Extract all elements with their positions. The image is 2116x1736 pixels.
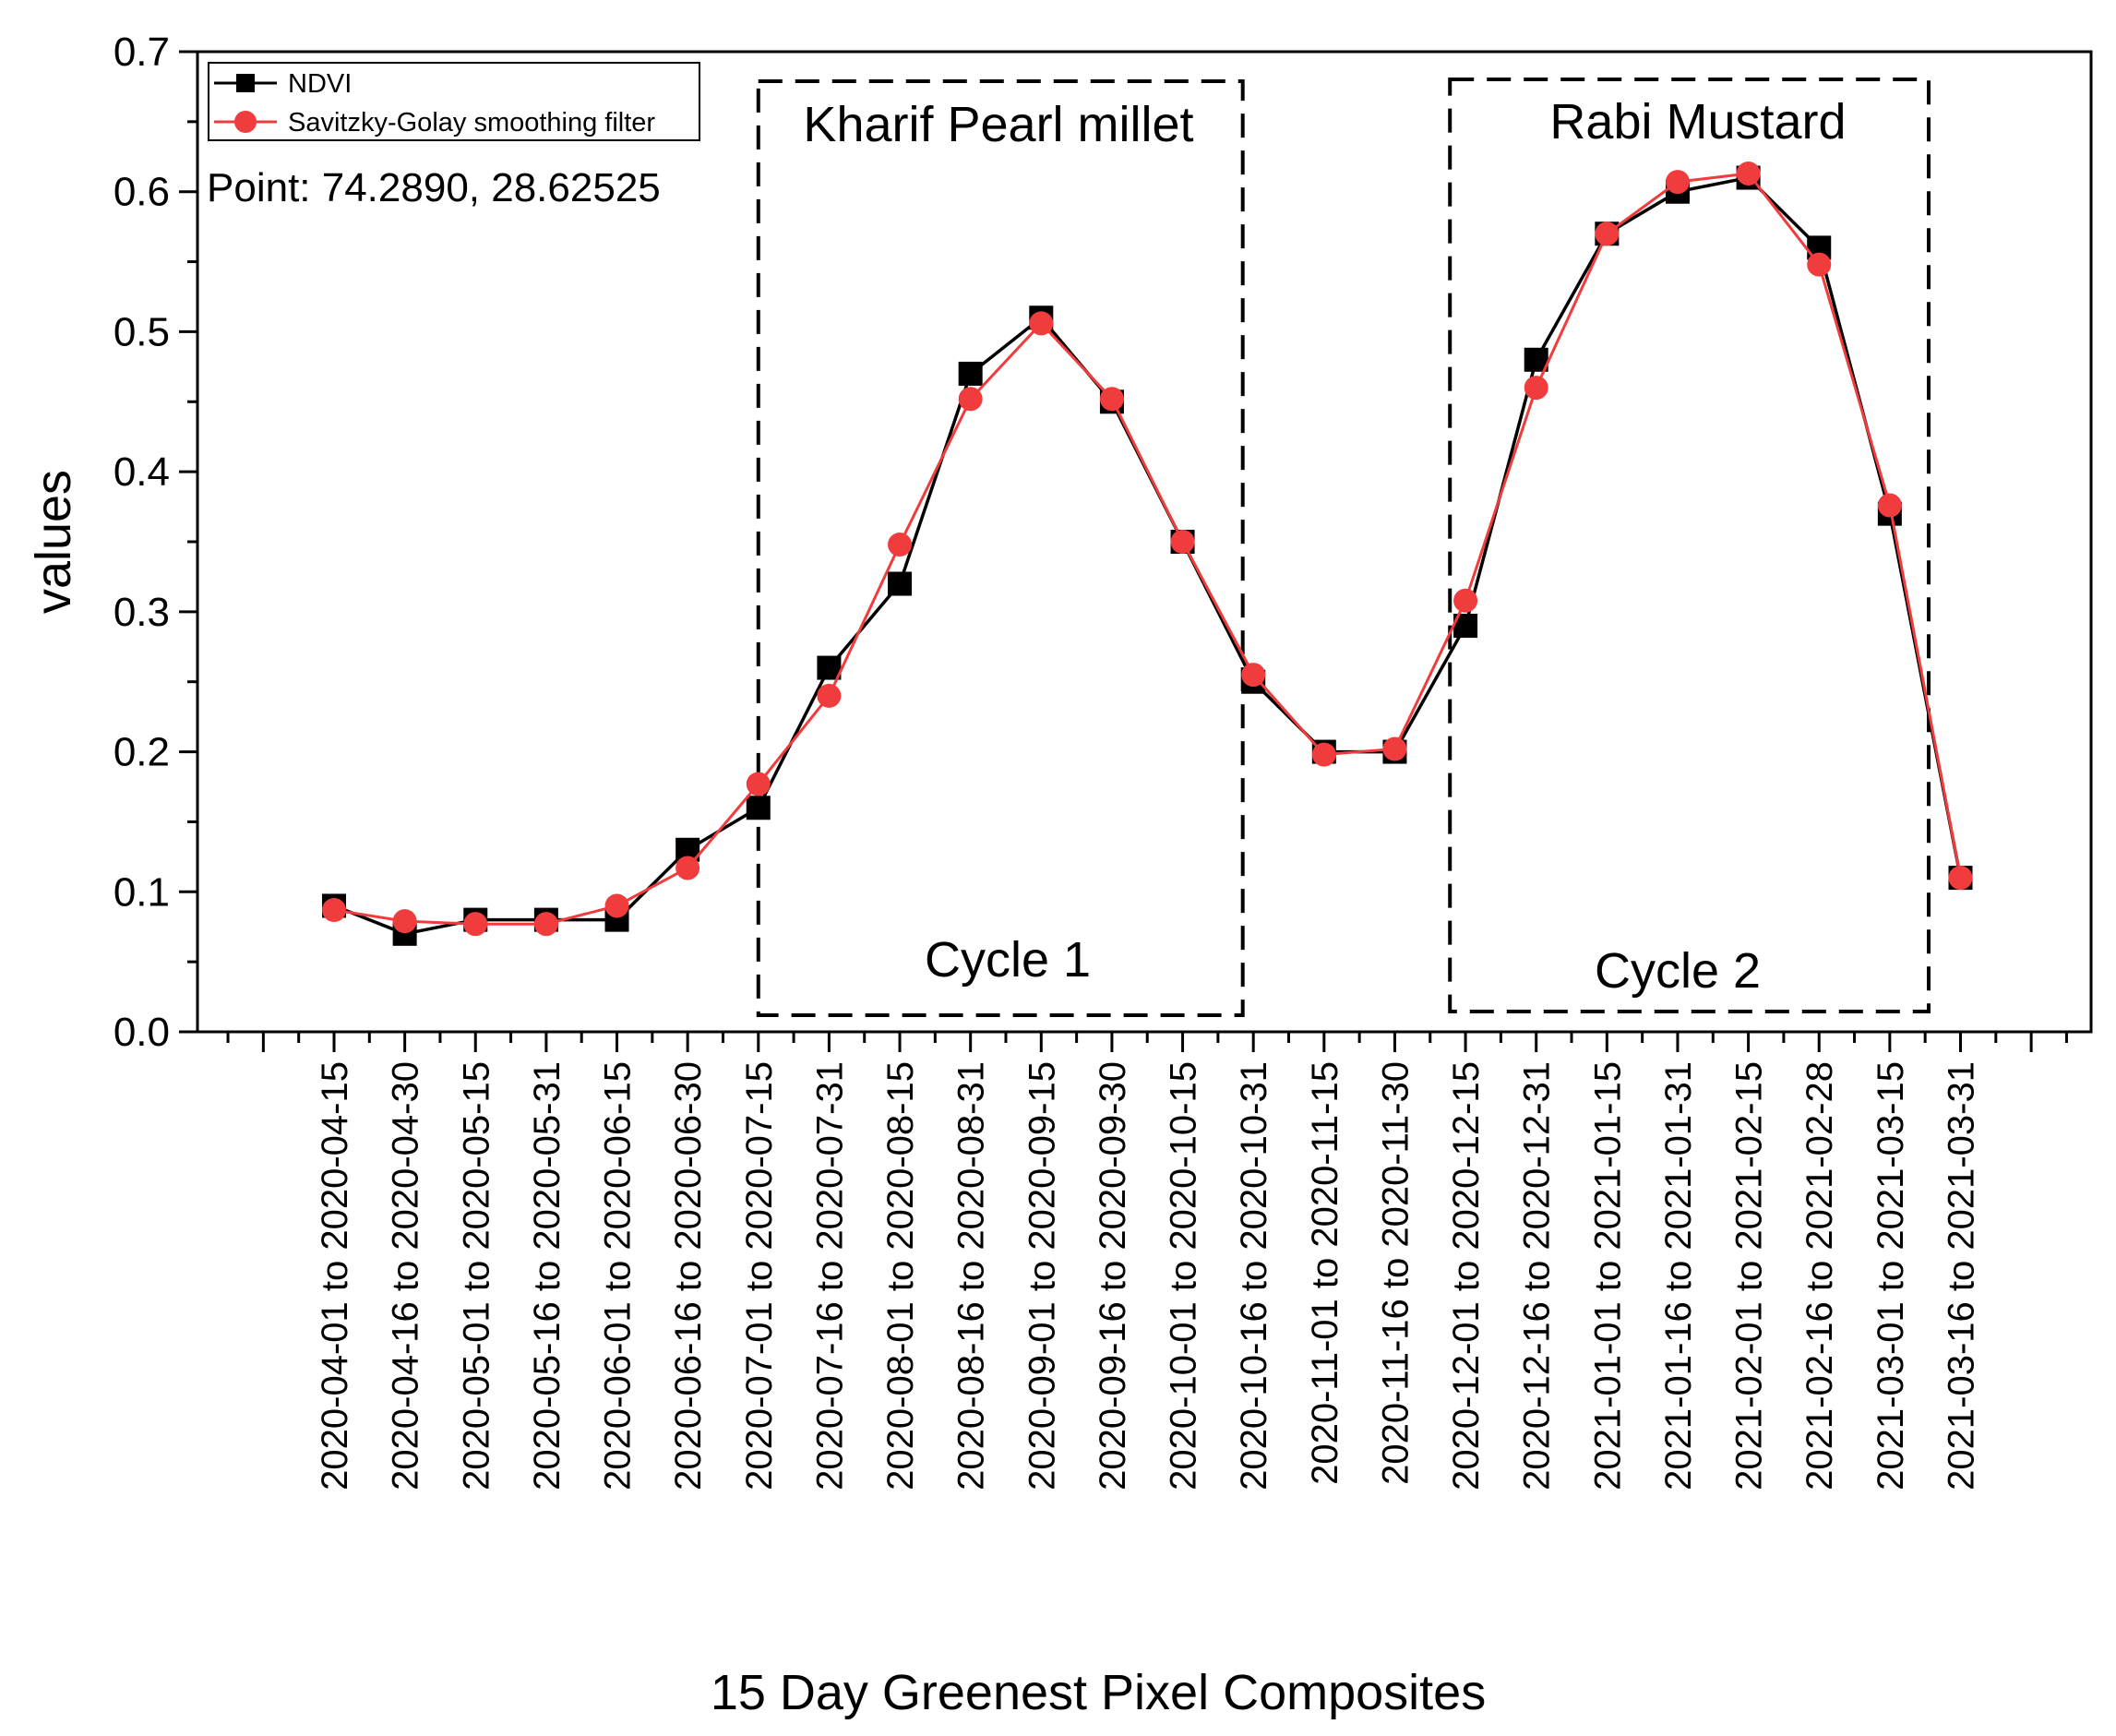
legend-sg-label: Savitzky-Golay smoothing filter — [288, 108, 655, 138]
x-tick-label: 2020-09-16 to 2020-09-30 — [1093, 1061, 1133, 1491]
sg-point — [1453, 588, 1478, 613]
series-layer — [322, 161, 1973, 946]
x-tick-label: 2020-12-16 to 2020-12-31 — [1517, 1061, 1558, 1491]
sg-point — [1877, 493, 1902, 518]
legend-sg-marker — [234, 111, 257, 133]
x-tick-label: 2021-02-16 to 2021-02-28 — [1799, 1061, 1840, 1491]
x-tick-label: 2020-05-01 to 2020-05-15 — [456, 1061, 496, 1491]
y-axis-title: values — [26, 470, 81, 614]
point-coordinates-label: Point: 74.2890, 28.62525 — [207, 165, 661, 210]
x-tick-label: 2021-03-01 to 2021-03-15 — [1871, 1061, 1911, 1491]
plot-frame — [196, 50, 2093, 1034]
sg-series-line — [333, 172, 1962, 926]
sg-point — [463, 912, 488, 937]
box1-bottom-label: Cycle 1 — [925, 932, 1091, 988]
sg-point — [1382, 736, 1407, 761]
x-tick-label: 2020-08-01 to 2020-08-15 — [880, 1061, 921, 1491]
x-tick-label: 2020-06-01 to 2020-06-15 — [598, 1061, 639, 1491]
sg-point — [1665, 170, 1690, 195]
x-tick-label: 2021-01-01 to 2021-01-15 — [1587, 1061, 1628, 1491]
y-tick-labels: 0.0 0.1 0.2 0.3 0.4 0.5 0.6 0.7 — [114, 30, 170, 1055]
y-tick-label: 0.3 — [114, 590, 170, 635]
x-tick-label: 2020-11-16 to 2020-11-30 — [1375, 1061, 1416, 1485]
sg-point — [1311, 742, 1336, 767]
sg-point — [1170, 530, 1195, 554]
y-tick-label: 0.5 — [114, 309, 170, 354]
crop-cycle-boxes — [756, 78, 1931, 1017]
sg-point — [746, 772, 771, 796]
x-tick-label: 2020-04-01 to 2020-04-15 — [315, 1061, 355, 1491]
sg-point — [1029, 311, 1054, 336]
legend: NDVI Savitzky-Golay smoothing filter — [208, 62, 700, 141]
x-tick-label: 2020-10-01 to 2020-10-15 — [1164, 1061, 1204, 1491]
sg-point — [392, 909, 417, 934]
ndvi-point — [888, 571, 913, 596]
sg-point — [958, 387, 983, 412]
y-tick-label: 0.6 — [114, 170, 170, 215]
legend-frame — [208, 62, 700, 141]
cycle-box-1 — [756, 79, 1245, 1017]
ndvi-series-line — [333, 175, 1963, 936]
sg-point — [604, 893, 629, 918]
x-tick-labels: 2020-04-01 to 2020-04-15 2020-04-16 to 20… — [315, 1061, 1981, 1491]
x-tick-label: 2020-07-16 to 2020-07-31 — [809, 1061, 850, 1491]
y-tick-label: 0.0 — [114, 1010, 170, 1055]
x-tick-label: 2020-09-01 to 2020-09-15 — [1022, 1061, 1062, 1491]
x-axis-title: 15 Day Greenest Pixel Composites — [711, 1665, 1486, 1720]
sg-point — [888, 533, 913, 557]
box2-bottom-label: Cycle 2 — [1595, 943, 1761, 999]
box2-top-label: Rabi Mustard — [1549, 94, 1846, 150]
sg-point — [1099, 387, 1124, 412]
x-tick-label: 2020-08-16 to 2020-08-31 — [951, 1061, 992, 1491]
sg-point — [1595, 221, 1620, 246]
x-tick-label: 2020-05-16 to 2020-05-31 — [527, 1061, 568, 1491]
x-tick-label: 2020-06-16 to 2020-06-30 — [668, 1061, 709, 1491]
x-tick-label: 2021-02-01 to 2021-02-15 — [1729, 1061, 1770, 1491]
sg-point — [533, 912, 558, 937]
sg-point — [675, 856, 700, 880]
x-tick-label: 2020-04-16 to 2020-04-30 — [386, 1061, 426, 1491]
sg-point — [1948, 866, 1973, 891]
sg-point — [322, 898, 346, 923]
box1-top-label: Kharif Pearl millet — [803, 97, 1193, 152]
ndvi-point — [746, 796, 771, 820]
sg-point — [1736, 161, 1761, 186]
x-tick-label: 2020-10-16 to 2020-10-31 — [1234, 1061, 1274, 1491]
sg-point — [1524, 376, 1548, 401]
legend-ndvi-label: NDVI — [288, 69, 352, 99]
legend-ndvi-marker — [236, 74, 255, 92]
y-tick-label: 0.2 — [114, 730, 170, 775]
sg-point — [1807, 252, 1832, 277]
sg-point — [817, 683, 842, 708]
sg-point — [1241, 663, 1266, 688]
x-tick-label: 2021-01-16 to 2021-01-31 — [1658, 1061, 1699, 1491]
y-tick-label: 0.4 — [114, 449, 170, 495]
x-tick-label: 2020-12-01 to 2020-12-15 — [1446, 1061, 1487, 1491]
x-tick-label: 2020-07-01 to 2020-07-15 — [739, 1061, 780, 1491]
y-tick-label: 0.1 — [114, 869, 170, 915]
y-tick-label: 0.7 — [114, 30, 170, 75]
x-tick-label: 2020-11-01 to 2020-11-15 — [1305, 1061, 1345, 1485]
x-tick-label: 2021-03-16 to 2021-03-31 — [1941, 1061, 1981, 1491]
axis-ticks — [179, 50, 2068, 1052]
ndvi-point — [958, 361, 983, 386]
cycle-box-2 — [1448, 78, 1931, 1013]
